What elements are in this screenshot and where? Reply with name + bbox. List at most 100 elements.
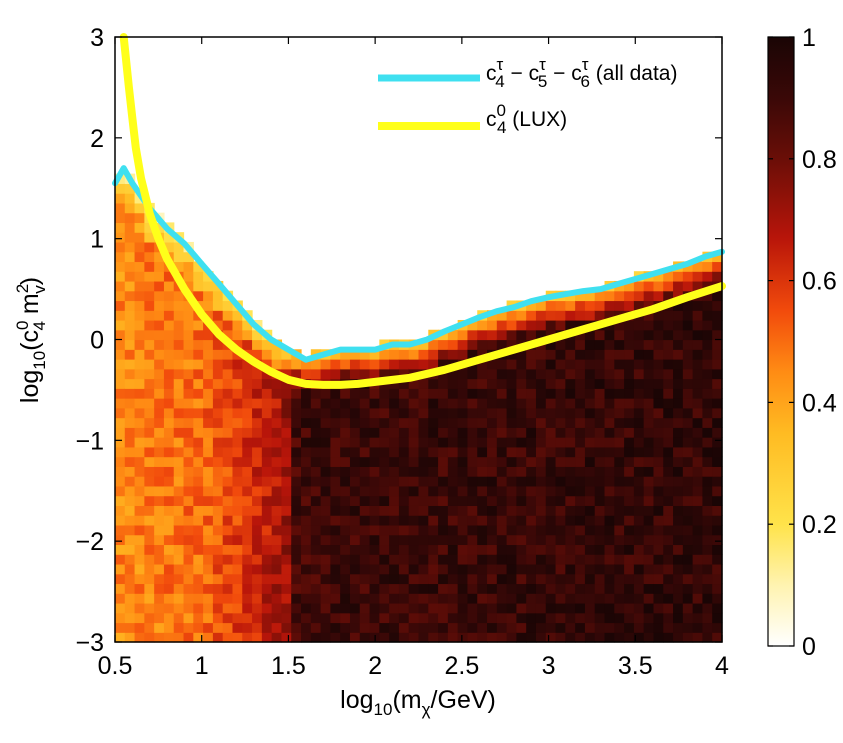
heatmap-cell xyxy=(477,427,488,438)
heatmap-cell xyxy=(506,515,517,526)
heatmap-cell xyxy=(359,456,371,467)
heatmap-cell xyxy=(584,524,596,536)
heatmap-cell xyxy=(115,398,126,409)
heatmap-cell xyxy=(124,544,136,555)
heatmap-cell xyxy=(193,368,204,380)
heatmap-cell xyxy=(712,476,723,487)
heatmap-cell xyxy=(212,398,224,409)
heatmap-cell xyxy=(633,368,645,380)
heatmap-cell xyxy=(144,407,155,419)
heatmap-cell xyxy=(144,437,155,448)
heatmap-cell xyxy=(516,407,527,419)
heatmap-cell xyxy=(633,485,645,497)
heatmap-cell xyxy=(614,417,625,428)
heatmap-cell xyxy=(281,612,292,624)
heatmap-cell xyxy=(565,495,576,506)
heatmap-cell xyxy=(682,339,694,350)
heatmap-cell xyxy=(320,554,331,565)
heatmap-cell xyxy=(212,349,224,360)
heatmap-cell xyxy=(115,329,126,341)
heatmap-cell xyxy=(545,417,557,428)
heatmap-cell xyxy=(291,417,302,428)
heatmap-cell xyxy=(447,476,459,487)
heatmap-cell xyxy=(663,466,674,477)
heatmap-cell xyxy=(330,632,341,643)
heatmap-cell xyxy=(330,368,341,380)
heatmap-cell xyxy=(565,446,576,458)
heatmap-cell xyxy=(115,456,126,467)
heatmap-cell xyxy=(134,280,145,292)
heatmap-cell xyxy=(712,515,723,526)
heatmap-cell xyxy=(193,398,204,409)
heatmap-cell xyxy=(154,446,165,458)
heatmap-cell xyxy=(575,339,586,350)
heatmap-cell xyxy=(379,407,390,419)
heatmap-cell xyxy=(154,495,165,506)
heatmap-cell xyxy=(467,417,478,428)
heatmap-cell xyxy=(428,398,439,409)
heatmap-cell xyxy=(291,476,302,487)
heatmap-cell xyxy=(712,398,723,409)
heatmap-cell xyxy=(712,417,723,428)
heatmap-cell xyxy=(222,612,234,624)
heatmap-cell xyxy=(281,515,292,526)
heatmap-cell xyxy=(496,417,508,428)
heatmap-cell xyxy=(584,339,596,350)
heatmap-cell xyxy=(487,456,498,467)
heatmap-cell xyxy=(545,437,557,448)
heatmap-cell xyxy=(242,622,253,633)
heatmap-cell xyxy=(604,476,615,487)
heatmap-cell xyxy=(663,398,674,409)
heatmap-cell xyxy=(310,466,322,477)
heatmap-cell xyxy=(575,495,586,506)
heatmap-cell xyxy=(624,280,635,292)
heatmap-cell xyxy=(134,602,145,614)
heatmap-cell xyxy=(330,593,341,604)
heatmap-cell xyxy=(457,495,469,506)
heatmap-cell xyxy=(193,505,204,516)
heatmap-cell xyxy=(682,329,694,341)
heatmap-cell xyxy=(673,554,684,565)
heatmap-cell xyxy=(252,505,263,516)
heatmap-cell xyxy=(232,632,243,643)
heatmap-cell xyxy=(389,476,400,487)
heatmap-cell xyxy=(154,524,165,536)
heatmap-cell xyxy=(526,329,537,341)
heatmap-cell xyxy=(203,632,214,643)
heatmap-cell xyxy=(359,524,371,536)
heatmap-cell xyxy=(477,329,488,341)
heatmap-cell xyxy=(222,544,234,555)
heatmap-cell xyxy=(340,407,351,419)
heatmap-cell xyxy=(663,593,674,604)
heatmap-cell xyxy=(203,563,214,575)
heatmap-cell xyxy=(565,427,576,438)
heatmap-cell xyxy=(428,612,439,624)
heatmap-cell xyxy=(643,602,655,614)
heatmap-cell xyxy=(575,349,586,360)
heatmap-cell xyxy=(457,515,469,526)
heatmap-cell xyxy=(653,612,664,624)
heatmap-cell xyxy=(682,505,694,516)
heatmap-cell xyxy=(584,485,596,497)
heatmap-cell xyxy=(232,388,243,399)
heatmap-cell xyxy=(584,573,596,585)
heatmap-cell xyxy=(222,534,234,546)
heatmap-cell xyxy=(144,554,155,565)
heatmap-cell xyxy=(183,563,194,575)
heatmap-cell xyxy=(447,378,459,389)
heatmap-cell xyxy=(203,593,214,604)
heatmap-cell xyxy=(682,632,694,643)
heatmap-cell xyxy=(516,573,527,585)
heatmap-cell xyxy=(594,515,606,526)
heatmap-cell xyxy=(506,485,517,497)
heatmap-cell xyxy=(535,573,547,585)
heatmap-cell xyxy=(438,339,449,350)
heatmap-cell xyxy=(115,290,126,302)
heatmap-cell xyxy=(369,612,380,624)
heatmap-cell xyxy=(428,573,439,585)
heatmap-cell xyxy=(242,368,253,380)
heatmap-cell xyxy=(526,602,537,614)
heatmap-cell xyxy=(134,349,145,360)
heatmap-cell xyxy=(252,427,263,438)
heatmap-cell xyxy=(535,622,547,633)
